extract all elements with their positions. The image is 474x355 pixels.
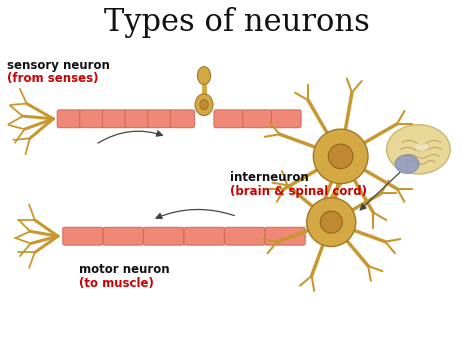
- FancyBboxPatch shape: [243, 110, 273, 128]
- Ellipse shape: [307, 198, 356, 246]
- Ellipse shape: [395, 155, 419, 174]
- FancyBboxPatch shape: [144, 227, 184, 245]
- Ellipse shape: [313, 129, 368, 184]
- Text: interneuron: interneuron: [230, 171, 309, 184]
- Ellipse shape: [195, 94, 213, 115]
- Ellipse shape: [197, 67, 210, 84]
- FancyBboxPatch shape: [225, 227, 265, 245]
- Ellipse shape: [328, 144, 353, 169]
- FancyBboxPatch shape: [170, 110, 194, 128]
- Text: (to muscle): (to muscle): [79, 277, 154, 290]
- Text: (from senses): (from senses): [7, 72, 99, 85]
- Text: sensory neuron: sensory neuron: [7, 59, 110, 72]
- FancyBboxPatch shape: [125, 110, 149, 128]
- Ellipse shape: [415, 142, 428, 152]
- FancyBboxPatch shape: [148, 110, 172, 128]
- FancyBboxPatch shape: [80, 110, 104, 128]
- FancyBboxPatch shape: [265, 227, 305, 245]
- Ellipse shape: [200, 99, 208, 110]
- FancyBboxPatch shape: [184, 227, 224, 245]
- Text: Types of neurons: Types of neurons: [104, 7, 370, 38]
- FancyBboxPatch shape: [57, 110, 82, 128]
- FancyBboxPatch shape: [103, 227, 144, 245]
- FancyBboxPatch shape: [272, 110, 301, 128]
- Text: motor neuron: motor neuron: [79, 263, 170, 277]
- Ellipse shape: [320, 211, 342, 233]
- FancyBboxPatch shape: [63, 227, 103, 245]
- FancyBboxPatch shape: [102, 110, 127, 128]
- FancyBboxPatch shape: [214, 110, 244, 128]
- Ellipse shape: [387, 125, 450, 174]
- Text: (brain & spinal cord): (brain & spinal cord): [230, 185, 367, 197]
